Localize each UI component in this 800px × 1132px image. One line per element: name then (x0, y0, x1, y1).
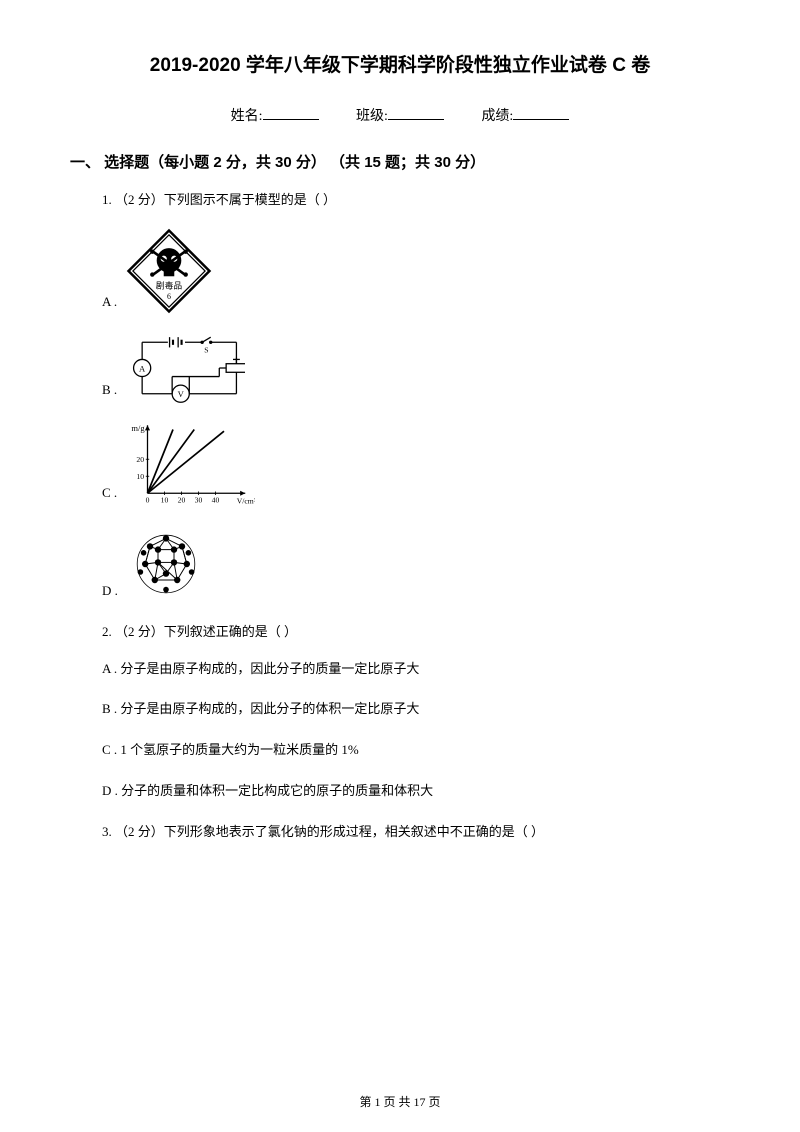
question-2: 2. （2 分）下列叙述正确的是（ ） A . 分子是由原子构成的，因此分子的质… (102, 622, 730, 802)
q1-text: 1. （2 分）下列图示不属于模型的是（ ） (102, 190, 730, 211)
svg-text:V: V (178, 389, 185, 399)
page: 2019-2020 学年八年级下学期科学阶段性独立作业试卷 C 卷 姓名: 班级… (0, 0, 800, 1132)
option-label: D . (102, 581, 118, 604)
name-blank[interactable] (263, 105, 319, 120)
svg-text:m/g: m/g (132, 423, 146, 433)
svg-text:V/cm³: V/cm³ (237, 496, 255, 505)
svg-text:S: S (204, 345, 208, 354)
svg-text:10: 10 (161, 495, 169, 504)
q2-text: 2. （2 分）下列叙述正确的是（ ） (102, 622, 730, 643)
student-info-line: 姓名: 班级: 成绩: (70, 105, 730, 125)
svg-text:30: 30 (195, 495, 203, 504)
q1-option-d: D . (102, 524, 730, 604)
circuit-diagram-icon: S A V (125, 333, 245, 403)
option-label: C . (102, 483, 117, 506)
option-label: A . (102, 292, 117, 315)
class-blank[interactable] (388, 105, 444, 120)
toxic-sign-icon: 剧毒品 6 (125, 227, 213, 315)
q2-option-d: D . 分子的质量和体积一定比构成它的原子的质量和体积大 (102, 781, 730, 802)
fullerene-molecule-icon (126, 524, 206, 604)
mass-volume-chart: m/g V/cm³ 20 10 0 10 20 30 40 (125, 421, 255, 506)
option-label: B . (102, 380, 117, 403)
svg-text:40: 40 (212, 495, 220, 504)
score-label: 成绩: (481, 109, 513, 124)
q1-option-a: A . 剧毒品 6 (102, 227, 730, 315)
svg-text:6: 6 (167, 292, 171, 301)
q1-option-b: B . S (102, 333, 730, 403)
svg-text:A: A (139, 363, 146, 373)
svg-text:20: 20 (178, 495, 186, 504)
svg-text:10: 10 (137, 472, 145, 481)
q1-option-c: C . m/g V/cm³ 20 10 0 10 20 (102, 421, 730, 506)
exam-title: 2019-2020 学年八年级下学期科学阶段性独立作业试卷 C 卷 (70, 50, 730, 77)
q2-option-b: B . 分子是由原子构成的，因此分子的体积一定比原子大 (102, 699, 730, 720)
q2-option-a: A . 分子是由原子构成的，因此分子的质量一定比原子大 (102, 659, 730, 680)
name-label: 姓名: (231, 109, 263, 124)
question-3: 3. （2 分）下列形象地表示了氯化钠的形成过程，相关叙述中不正确的是（ ） (102, 822, 730, 843)
svg-text:0: 0 (146, 495, 150, 504)
score-blank[interactable] (513, 105, 569, 120)
svg-text:剧毒品: 剧毒品 (156, 279, 183, 290)
class-label: 班级: (356, 109, 388, 124)
question-1: 1. （2 分）下列图示不属于模型的是（ ） A . 剧毒品 6 (102, 190, 730, 604)
svg-text:20: 20 (137, 455, 145, 464)
section-heading: 一、 选择题（每小题 2 分，共 30 分） （共 15 题；共 30 分） (70, 151, 730, 172)
q2-option-c: C . 1 个氢原子的质量大约为一粒米质量的 1% (102, 740, 730, 761)
q3-text: 3. （2 分）下列形象地表示了氯化钠的形成过程，相关叙述中不正确的是（ ） (102, 822, 730, 843)
page-footer: 第 1 页 共 17 页 (0, 1093, 800, 1110)
